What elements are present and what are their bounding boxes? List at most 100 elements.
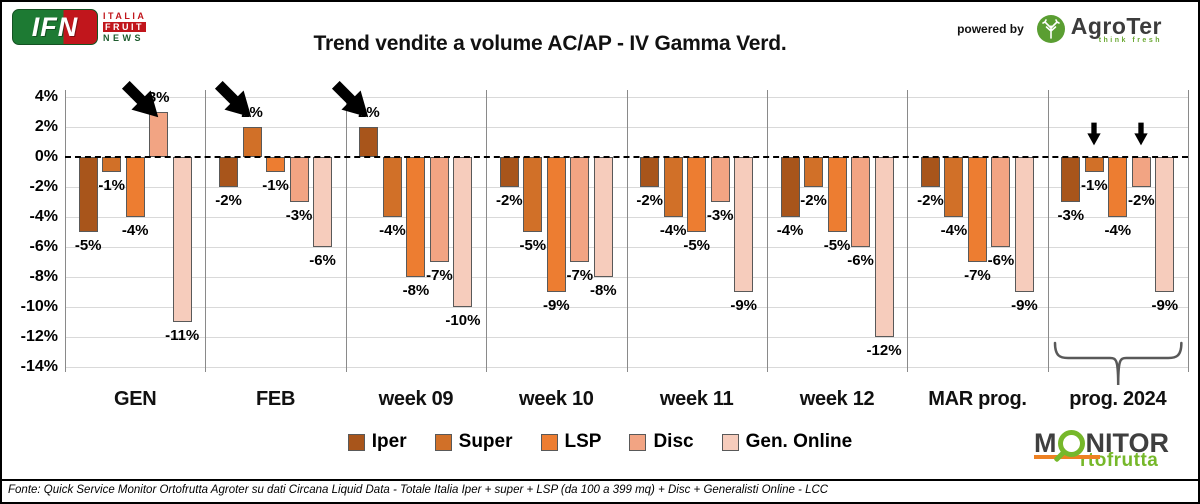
y-axis-tick-label: 2% (34, 118, 58, 135)
bar-value-label: -2% (1127, 192, 1155, 209)
legend-label: Gen. Online (745, 431, 853, 452)
legend-item-iper: Iper (347, 431, 407, 453)
legend-label: LSP (564, 431, 602, 452)
chart-title: Trend vendite a volume AC/AP - IV Gamma … (313, 32, 787, 55)
bar-value-label: -11% (165, 327, 200, 344)
bar-value-label: -9% (730, 297, 758, 314)
x-axis-label-feb: FEB (256, 388, 296, 410)
bar-lsp-gen (125, 157, 145, 217)
bar-gen-online-week-11 (734, 157, 754, 292)
panel-divider (345, 90, 347, 372)
x-axis-label-week-10: week 10 (518, 388, 594, 410)
y-axis-tick-label: -12% (20, 328, 58, 345)
bar-value-label: -5% (683, 237, 711, 254)
powered-by-label: powered by (957, 22, 1024, 36)
bar-disc-prog-2024 (1131, 157, 1151, 187)
bar-value-label: -1% (262, 177, 289, 194)
small-arrow-icon (1133, 116, 1149, 157)
bar-value-label: -7% (964, 267, 991, 284)
bar-super-prog-2024 (1084, 157, 1104, 172)
bar-disc-week-09 (429, 157, 449, 262)
legend-swatch-icon (721, 433, 739, 451)
legend-item-super: Super (434, 431, 513, 453)
monitor-ortofrutta-logo: M NITOR rtofrutta (1034, 429, 1184, 475)
legend-item-lsp: LSP (540, 431, 602, 453)
bar-value-label: -5% (519, 237, 547, 254)
underbrace-icon (1052, 341, 1184, 394)
big-arrow-icon (329, 78, 375, 129)
bar-disc-mar-prog (991, 157, 1011, 247)
bar-value-label: -2% (636, 192, 664, 209)
bar-value-label: -2% (917, 192, 944, 209)
bar-value-label: -8% (589, 282, 617, 299)
bar-super-week-11 (663, 157, 683, 217)
bar-lsp-week-09 (406, 157, 426, 277)
panel-divider (486, 90, 488, 372)
bar-value-label: -4% (121, 222, 149, 239)
x-axis-label-prog-2024: prog. 2024 (1069, 388, 1167, 410)
monitor-orange-underline (1034, 455, 1100, 459)
ifn-fruit-label: FRUIT (103, 22, 147, 32)
bar-value-label: -12% (866, 342, 902, 359)
bar-iper-week-09 (359, 127, 379, 157)
bar-value-label: -9% (1011, 297, 1038, 314)
y-axis-tick-label: -4% (29, 208, 58, 225)
y-axis-tick-label: -10% (20, 298, 58, 315)
bar-iper-week-11 (640, 157, 660, 187)
bar-disc-week-10 (570, 157, 590, 262)
bar-value-label: -1% (1080, 177, 1108, 194)
bar-value-label: -10% (445, 312, 481, 329)
monitor-nitor: NITOR (1085, 428, 1170, 458)
bar-value-label: -5% (74, 237, 102, 254)
panel-divider (205, 90, 207, 372)
bar-value-label: -2% (495, 192, 523, 209)
ifn-news-label: NEWS (103, 33, 144, 43)
bar-value-label: -4% (659, 222, 687, 239)
bar-gen-online-mar-prog (1014, 157, 1034, 292)
legend: Iper Super LSP Disc Gen. Online (2, 431, 1198, 453)
legend-item-disc: Disc (629, 431, 694, 453)
y-axis-tick-label: -2% (29, 178, 58, 195)
panel-divider (1047, 90, 1049, 372)
y-axis-tick-label: -14% (20, 358, 58, 375)
bar-value-label: -6% (847, 252, 874, 269)
panel-divider (1188, 90, 1189, 372)
legend-swatch-icon (540, 433, 558, 451)
magnifier-icon (1057, 429, 1085, 457)
bar-iper-week-10 (499, 157, 519, 187)
bar-super-week-09 (382, 157, 402, 217)
bar-gen-online-gen (172, 157, 192, 322)
x-axis-label-week-12: week 12 (799, 388, 875, 410)
agroter-tagline: think fresh (1098, 36, 1162, 44)
bar-value-label: -5% (823, 237, 851, 254)
x-axis-label-gen: GEN (113, 388, 157, 410)
big-arrow-icon (119, 78, 165, 129)
bar-gen-online-week-09 (453, 157, 473, 307)
bar-value-label: -1% (98, 177, 126, 194)
bar-disc-week-11 (710, 157, 730, 202)
bar-super-week-12 (804, 157, 824, 187)
legend-label: Super (458, 431, 513, 452)
bar-value-label: -3% (285, 207, 313, 224)
bar-iper-gen (78, 157, 98, 232)
y-axis-tick-label: -8% (29, 268, 58, 285)
bar-value-label: -6% (309, 252, 336, 269)
panel-divider (626, 90, 628, 372)
bar-super-mar-prog (944, 157, 964, 217)
agroter-logo: AgroTer think fresh (1036, 14, 1162, 44)
bar-value-label: -4% (940, 222, 968, 239)
panel-divider (907, 90, 909, 372)
bar-disc-week-12 (851, 157, 871, 247)
agroter-name: AgroTer (1070, 12, 1162, 39)
x-axis-label-mar-prog: MAR prog. (928, 388, 1027, 410)
legend-swatch-icon (434, 433, 452, 451)
bar-gen-online-week-10 (593, 157, 613, 277)
agroter-tree-icon (1036, 15, 1065, 43)
bar-value-label: -9% (542, 297, 570, 314)
ifn-logo: IFN ITALIA FRUIT NEWS (12, 9, 147, 45)
zero-baseline (65, 156, 1188, 158)
y-axis-tick-label: 0% (34, 148, 58, 165)
bar-value-label: -4% (776, 222, 804, 239)
bar-super-week-10 (523, 157, 543, 232)
x-axis-label-week-09: week 09 (378, 388, 454, 410)
